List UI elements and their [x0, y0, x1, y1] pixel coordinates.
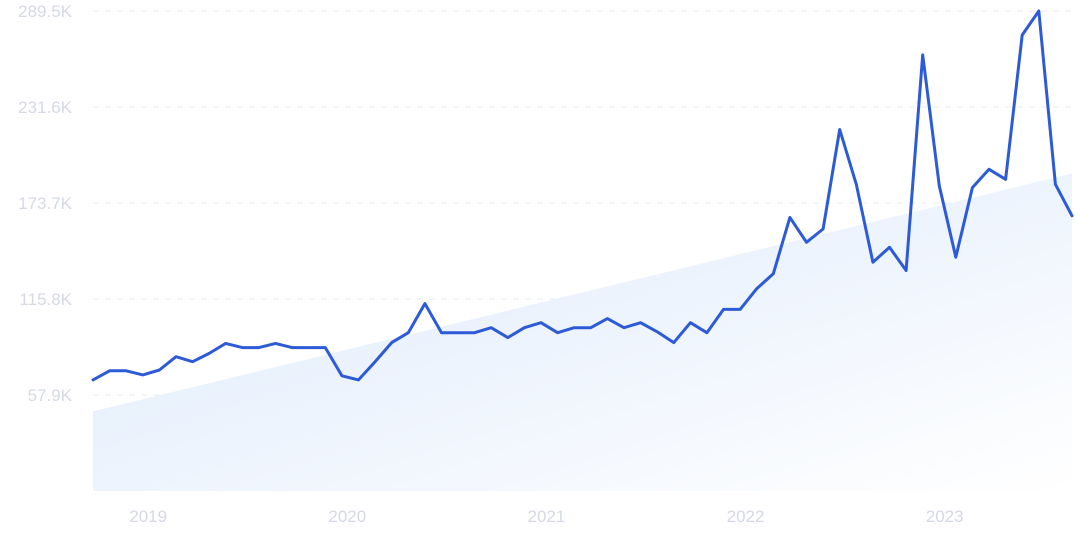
x-tick-label: 2023 [926, 507, 964, 526]
x-tick-label: 2020 [328, 507, 366, 526]
x-axis-ticks: 2019 2020 2021 2022 2023 [129, 507, 963, 526]
x-tick-label: 2022 [727, 507, 765, 526]
series-layer [91, 9, 1074, 382]
x-tick-label: 2019 [129, 507, 167, 526]
y-tick-label: 57.9K [28, 386, 73, 405]
trend-area [93, 173, 1072, 491]
y-tick-label: 173.7K [18, 194, 73, 213]
x-tick-label: 2021 [528, 507, 566, 526]
series-line [91, 9, 1074, 382]
y-tick-label: 289.5K [18, 2, 73, 21]
y-axis-ticks: 57.9K 115.8K 173.7K 231.6K 289.5K [18, 2, 73, 405]
y-tick-label: 231.6K [18, 98, 73, 117]
trend-area-fill [93, 173, 1072, 491]
y-tick-label: 115.8K [19, 290, 72, 309]
